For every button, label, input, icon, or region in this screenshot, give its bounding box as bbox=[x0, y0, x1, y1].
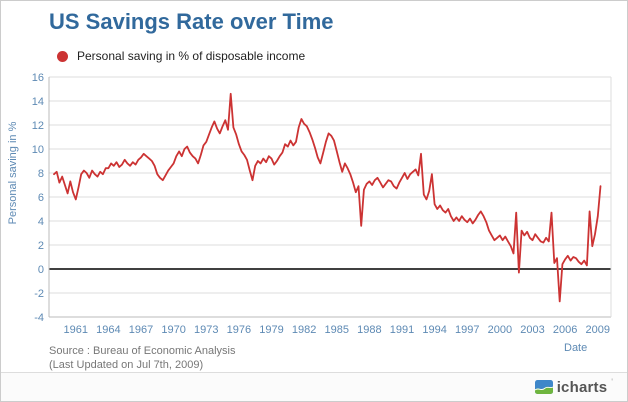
x-tick-label: 1988 bbox=[357, 324, 381, 336]
y-tick-label: -2 bbox=[34, 288, 44, 300]
x-tick-label: 2006 bbox=[553, 324, 577, 336]
legend-marker-icon bbox=[57, 50, 68, 62]
series-line bbox=[53, 92, 602, 303]
y-tick-label: 10 bbox=[32, 144, 44, 156]
y-tick-label: 16 bbox=[32, 72, 44, 84]
x-axis-title: Date bbox=[564, 342, 588, 354]
x-tick-label: 2000 bbox=[488, 324, 512, 336]
legend: Personal saving in % of disposable incom… bbox=[57, 49, 305, 63]
y-tick-label: 8 bbox=[38, 168, 44, 180]
x-tick-label: 1964 bbox=[96, 324, 120, 336]
y-tick-label: 6 bbox=[38, 192, 44, 204]
y-tick-label: 0 bbox=[38, 264, 44, 276]
source-note: Source : Bureau of Economic Analysis (La… bbox=[49, 344, 235, 372]
x-tick-label: 1976 bbox=[227, 324, 251, 336]
footer-bar: icharts ' bbox=[1, 372, 627, 401]
brand-mark: ' bbox=[611, 377, 613, 387]
x-tick-label: 1967 bbox=[129, 324, 153, 336]
x-tick-label: 1970 bbox=[161, 324, 185, 336]
y-axis-title: Personal saving in % bbox=[7, 121, 19, 224]
brand-name: icharts bbox=[556, 378, 608, 396]
x-tick-label: 1991 bbox=[390, 324, 414, 336]
x-tick-label: 1997 bbox=[455, 324, 479, 336]
x-tick-label: 1961 bbox=[64, 324, 88, 336]
x-tick-label: 2009 bbox=[586, 324, 610, 336]
legend-label: Personal saving in % of disposable incom… bbox=[77, 49, 306, 63]
icharts-logo[interactable]: icharts ' bbox=[534, 377, 613, 396]
y-tick-label: 14 bbox=[32, 96, 44, 108]
x-tick-label: 1973 bbox=[194, 324, 218, 336]
y-tick-label: -4 bbox=[34, 312, 44, 324]
y-tick-label: 2 bbox=[38, 240, 44, 252]
page-title: US Savings Rate over Time bbox=[49, 9, 334, 34]
y-tick-label: 4 bbox=[38, 216, 44, 228]
x-tick-label: 2003 bbox=[520, 324, 544, 336]
x-tick-label: 1982 bbox=[292, 324, 316, 336]
x-tick-label: 1979 bbox=[259, 324, 283, 336]
y-tick-label: 12 bbox=[32, 120, 44, 132]
x-tick-label: 1985 bbox=[325, 324, 349, 336]
source-line-2: (Last Updated on Jul 7th, 2009) bbox=[49, 359, 204, 371]
icharts-icon bbox=[534, 380, 553, 394]
source-line-1: Source : Bureau of Economic Analysis bbox=[49, 345, 236, 357]
x-tick-label: 1994 bbox=[422, 324, 446, 336]
